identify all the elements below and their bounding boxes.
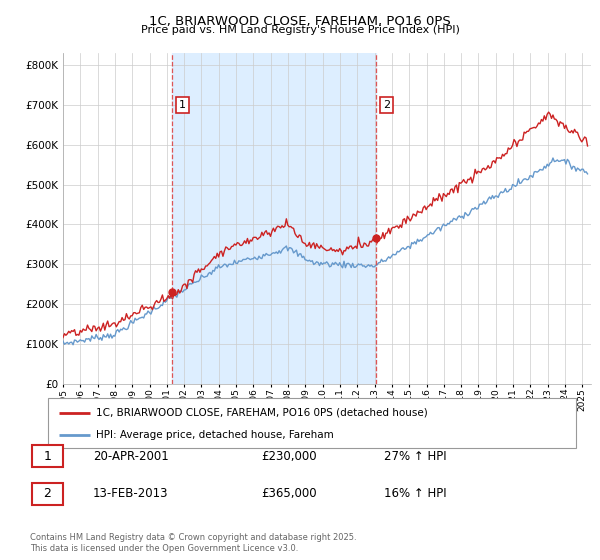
Text: 27% ↑ HPI: 27% ↑ HPI bbox=[384, 450, 446, 463]
Text: 2: 2 bbox=[383, 100, 391, 110]
Text: £230,000: £230,000 bbox=[261, 450, 317, 463]
Text: Price paid vs. HM Land Registry's House Price Index (HPI): Price paid vs. HM Land Registry's House … bbox=[140, 25, 460, 35]
Text: 1C, BRIARWOOD CLOSE, FAREHAM, PO16 0PS (detached house): 1C, BRIARWOOD CLOSE, FAREHAM, PO16 0PS (… bbox=[95, 408, 427, 418]
Text: 1: 1 bbox=[179, 100, 186, 110]
Text: HPI: Average price, detached house, Fareham: HPI: Average price, detached house, Fare… bbox=[95, 431, 333, 440]
Text: 13-FEB-2013: 13-FEB-2013 bbox=[93, 487, 169, 501]
Text: Contains HM Land Registry data © Crown copyright and database right 2025.
This d: Contains HM Land Registry data © Crown c… bbox=[30, 533, 356, 553]
Bar bbox=[172, 53, 376, 384]
Text: 1C, BRIARWOOD CLOSE, FAREHAM, PO16 0PS: 1C, BRIARWOOD CLOSE, FAREHAM, PO16 0PS bbox=[149, 15, 451, 27]
FancyBboxPatch shape bbox=[32, 483, 63, 505]
Text: 2: 2 bbox=[43, 487, 52, 501]
Text: £365,000: £365,000 bbox=[261, 487, 317, 501]
FancyBboxPatch shape bbox=[48, 398, 576, 448]
Text: 1: 1 bbox=[43, 450, 52, 463]
FancyBboxPatch shape bbox=[32, 445, 63, 468]
Text: 20-APR-2001: 20-APR-2001 bbox=[93, 450, 169, 463]
Text: 16% ↑ HPI: 16% ↑ HPI bbox=[384, 487, 446, 501]
